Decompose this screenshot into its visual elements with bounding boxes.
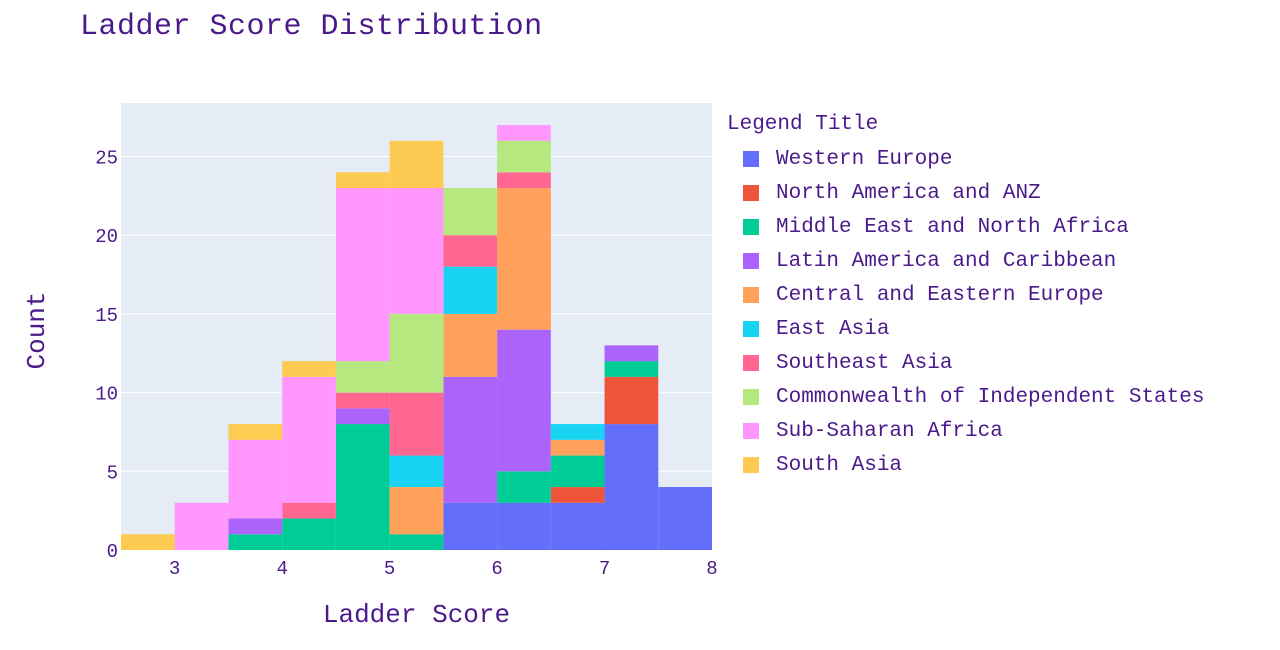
x-tick-label: 7 [599,558,610,580]
legend-item-western-europe[interactable]: Western Europe [743,142,1204,176]
bar-segment-sub-saharan-africa[interactable] [282,376,336,503]
x-tick-label: 8 [706,558,717,580]
legend-label: North America and ANZ [776,181,1041,205]
bar-segment-south-asia[interactable] [228,424,283,440]
bar-segment-latin-america-and-caribbean[interactable] [497,329,551,472]
x-axis-ticks: 3 4 5 6 7 8 [169,558,718,580]
bar-segment-middle-east-and-north-africa[interactable] [389,534,444,550]
bar-segment-central-and-eastern-europe[interactable] [389,487,444,535]
bar-segment-southeast-asia[interactable] [335,392,390,409]
bar-segment-middle-east-and-north-africa[interactable] [604,361,659,377]
y-axis-ticks: 0 5 10 15 20 25 [95,148,118,563]
bar-segment-middle-east-and-north-africa[interactable] [335,424,390,550]
bar-segment-latin-america-and-caribbean[interactable] [228,518,283,535]
legend-item-latin-america-and-caribbean[interactable]: Latin America and Caribbean [743,244,1204,278]
legend-item-commonwealth-of-independent-states[interactable]: Commonwealth of Independent States [743,380,1204,414]
bar-segment-south-asia[interactable] [335,172,390,188]
bar-segment-southeast-asia[interactable] [443,235,498,267]
bar-segment-north-america-and-anz[interactable] [550,487,605,503]
bar-segment-south-asia[interactable] [282,361,336,377]
x-tick-label: 6 [491,558,502,580]
legend-item-sub-saharan-africa[interactable]: Sub-Saharan Africa [743,414,1204,448]
x-axis-title: Ladder Score [323,600,510,630]
bar-segment-central-and-eastern-europe[interactable] [497,187,551,330]
legend-label: Commonwealth of Independent States [776,385,1205,409]
bar-segment-east-asia[interactable] [389,455,444,488]
bar-segment-central-and-eastern-europe[interactable] [550,439,605,456]
legend-swatch [743,423,759,439]
x-tick-label: 4 [276,558,287,580]
legend-swatch [743,321,759,337]
bar-segment-commonwealth-of-independent-states[interactable] [389,313,444,393]
bar-segment-sub-saharan-africa[interactable] [174,502,229,550]
bar-segment-southeast-asia[interactable] [282,502,336,519]
y-tick-label: 10 [95,384,118,406]
bar-segment-commonwealth-of-independent-states[interactable] [335,361,390,393]
legend-swatch [743,287,759,303]
bar-segment-middle-east-and-north-africa[interactable] [550,455,605,488]
bar-segment-sub-saharan-africa[interactable] [228,439,283,519]
bar-segment-south-asia[interactable] [389,140,444,188]
legend-label: Southeast Asia [776,351,953,375]
bar-segment-western-europe[interactable] [443,502,498,550]
legend-swatch [743,355,759,371]
legend-label: Central and Eastern Europe [776,283,1104,307]
legend-label: East Asia [776,317,890,341]
bar-segment-commonwealth-of-independent-states[interactable] [443,187,498,236]
bar-segment-middle-east-and-north-africa[interactable] [497,471,551,503]
bars [121,125,712,550]
y-tick-label: 20 [95,226,118,248]
legend-swatch [743,219,759,235]
bar-segment-sub-saharan-africa[interactable] [497,125,551,141]
bar-segment-western-europe[interactable] [497,502,551,550]
legend-item-central-and-eastern-europe[interactable]: Central and Eastern Europe [743,278,1204,312]
bar-segment-middle-east-and-north-africa[interactable] [228,534,283,550]
bar-segment-western-europe[interactable] [604,424,659,550]
legend-swatch [743,253,759,269]
bar-segment-latin-america-and-caribbean[interactable] [604,345,659,362]
bar-segment-western-europe[interactable] [658,487,712,550]
legend-item-east-asia[interactable]: East Asia [743,312,1204,346]
legend-label: Middle East and North Africa [776,215,1129,239]
legend-items: Western Europe North America and ANZ Middl… [727,142,1204,482]
legend-item-north-america-and-anz[interactable]: North America and ANZ [743,176,1204,210]
bar-segment-south-asia[interactable] [121,534,175,550]
legend: Legend Title Western Europe North America… [727,113,1204,482]
legend-item-southeast-asia[interactable]: Southeast Asia [743,346,1204,380]
legend-label: Sub-Saharan Africa [776,419,1003,443]
legend-label: Western Europe [776,147,953,171]
bar-segment-southeast-asia[interactable] [389,392,444,456]
bar-segment-central-and-eastern-europe[interactable] [443,313,498,377]
y-tick-label: 5 [107,462,118,484]
legend-title: Legend Title [727,113,879,136]
legend-swatch [743,151,759,167]
legend-label: South Asia [776,453,903,477]
legend-item-south-asia[interactable]: South Asia [743,448,1204,482]
bar-segment-southeast-asia[interactable] [497,172,551,188]
x-tick-label: 3 [169,558,180,580]
y-axis-title: Count [22,291,52,369]
bar-segment-commonwealth-of-independent-states[interactable] [497,140,551,173]
legend-swatch [743,457,759,473]
y-tick-label: 0 [107,541,118,563]
bar-segment-sub-saharan-africa[interactable] [335,187,390,362]
bar-segment-latin-america-and-caribbean[interactable] [443,376,498,503]
y-tick-label: 15 [95,305,118,327]
bar-segment-latin-america-and-caribbean[interactable] [335,408,390,425]
y-tick-label: 25 [95,148,118,170]
bar-segment-north-america-and-anz[interactable] [604,376,659,425]
legend-label: Latin America and Caribbean [776,249,1117,273]
x-tick-label: 5 [384,558,395,580]
bar-segment-east-asia[interactable] [443,266,498,314]
bar-segment-western-europe[interactable] [550,502,605,550]
bar-segment-sub-saharan-africa[interactable] [389,187,444,314]
legend-swatch [743,389,759,405]
chart-title: Ladder Score Distribution [80,10,543,44]
bar-segment-middle-east-and-north-africa[interactable] [282,518,336,550]
legend-item-middle-east-and-north-africa[interactable]: Middle East and North Africa [743,210,1204,244]
legend-swatch [743,185,759,201]
bar-segment-east-asia[interactable] [550,424,605,440]
